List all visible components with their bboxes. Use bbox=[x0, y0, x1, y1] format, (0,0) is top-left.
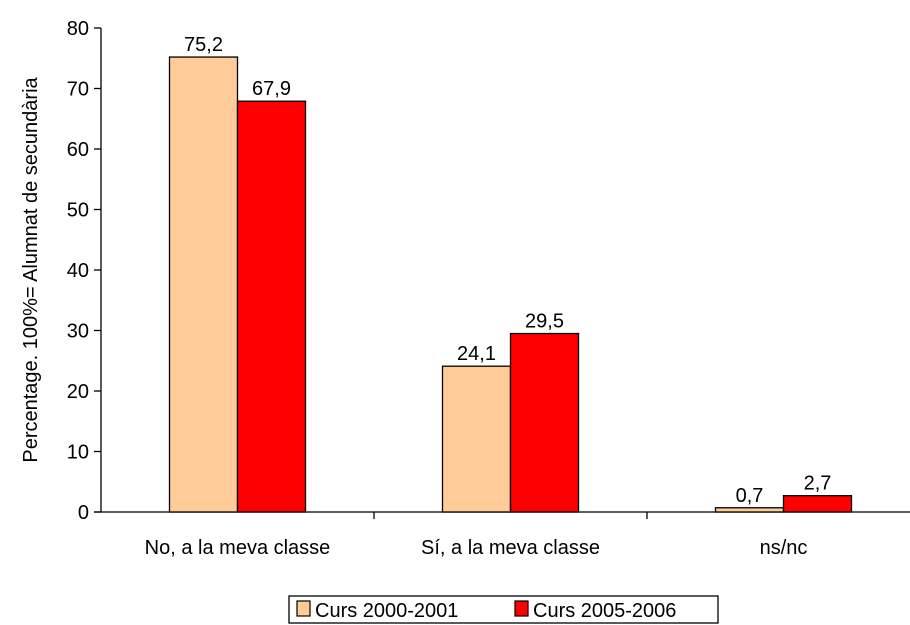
bars bbox=[168, 56, 853, 513]
bar bbox=[236, 100, 307, 513]
data-label: 2,7 bbox=[804, 473, 832, 495]
y-tick-label: 10 bbox=[67, 442, 89, 464]
bar bbox=[714, 507, 785, 513]
x-tick-label: ns/nc bbox=[760, 537, 808, 559]
data-label: 29,5 bbox=[525, 311, 564, 333]
legend-label: Curs 2000-2001 bbox=[315, 600, 458, 622]
y-tick-label: 50 bbox=[67, 200, 89, 222]
y-tick-label: 30 bbox=[67, 321, 89, 343]
bar bbox=[509, 332, 580, 513]
data-labels: 75,2 67,9 24,1 29,5 0,7 2,7 bbox=[184, 34, 831, 507]
y-axis-title: Percentage. 100%= Alumnat de secundària bbox=[20, 76, 42, 462]
y-tick-label: 20 bbox=[67, 381, 89, 403]
bar bbox=[441, 365, 512, 513]
data-label: 24,1 bbox=[457, 343, 496, 365]
bar bbox=[168, 56, 239, 513]
legend: Curs 2000-2001 Curs 2005-2006 bbox=[288, 595, 719, 624]
data-label: 0,7 bbox=[736, 485, 764, 507]
legend-swatch bbox=[514, 600, 529, 617]
y-tick-label: 40 bbox=[67, 260, 89, 282]
x-tick-label: Sí, a la meva classe bbox=[421, 537, 600, 559]
y-tick-label: 70 bbox=[67, 79, 89, 101]
legend-label: Curs 2005-2006 bbox=[533, 600, 676, 622]
x-axis: No, a la meva classe Sí, a la meva classe… bbox=[94, 511, 910, 559]
legend-swatch bbox=[296, 600, 311, 617]
x-tick-label: No, a la meva classe bbox=[145, 537, 331, 559]
y-tick-label: 80 bbox=[67, 18, 89, 40]
legend-box bbox=[288, 595, 719, 624]
y-tick-label: 60 bbox=[67, 139, 89, 161]
y-axis: 0 10 20 30 40 50 60 70 80 bbox=[67, 18, 102, 524]
data-label: 75,2 bbox=[184, 34, 223, 56]
data-label: 67,9 bbox=[252, 78, 291, 100]
y-tick-label: 0 bbox=[78, 502, 89, 524]
bar bbox=[782, 495, 853, 513]
